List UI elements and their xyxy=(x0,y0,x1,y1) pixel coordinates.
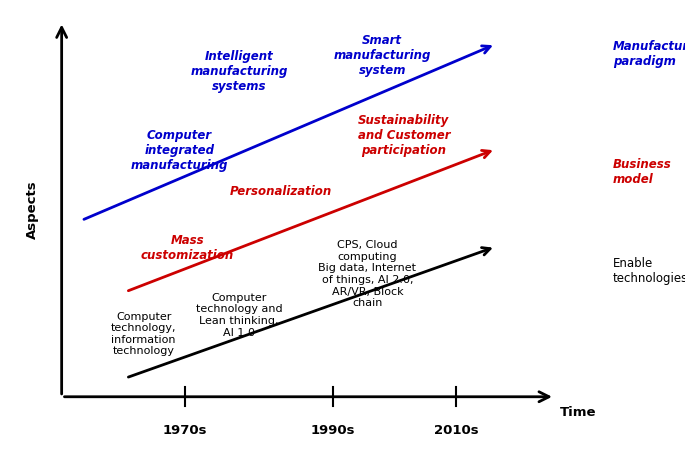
Text: 1970s: 1970s xyxy=(163,423,207,436)
Text: Sustainability
and Customer
participation: Sustainability and Customer participatio… xyxy=(358,113,450,156)
Text: Smart
manufacturing
system: Smart manufacturing system xyxy=(334,34,431,77)
Text: Time: Time xyxy=(560,405,596,419)
Text: CPS, Cloud
computing
Big data, Internet
of things, AI 2.0,
AR/VR, Block
chain: CPS, Cloud computing Big data, Internet … xyxy=(319,239,416,308)
Text: Computer
technology and
Lean thinking,
AI 1.0: Computer technology and Lean thinking, A… xyxy=(196,292,282,337)
Text: Intelligent
manufacturing
systems: Intelligent manufacturing systems xyxy=(190,50,288,92)
Text: Aspects: Aspects xyxy=(25,180,38,239)
Text: 2010s: 2010s xyxy=(434,423,479,436)
Text: Business
model: Business model xyxy=(613,157,672,185)
Text: Enable
technologies: Enable technologies xyxy=(613,257,685,285)
Text: Manufacturing
paradigm: Manufacturing paradigm xyxy=(613,40,685,68)
Text: Computer
technology,
information
technology: Computer technology, information technol… xyxy=(111,311,177,355)
Text: Personalization: Personalization xyxy=(229,184,332,198)
Text: Computer
integrated
manufacturing: Computer integrated manufacturing xyxy=(131,129,228,171)
Text: 1990s: 1990s xyxy=(311,423,355,436)
Text: Mass
customization: Mass customization xyxy=(140,233,234,261)
